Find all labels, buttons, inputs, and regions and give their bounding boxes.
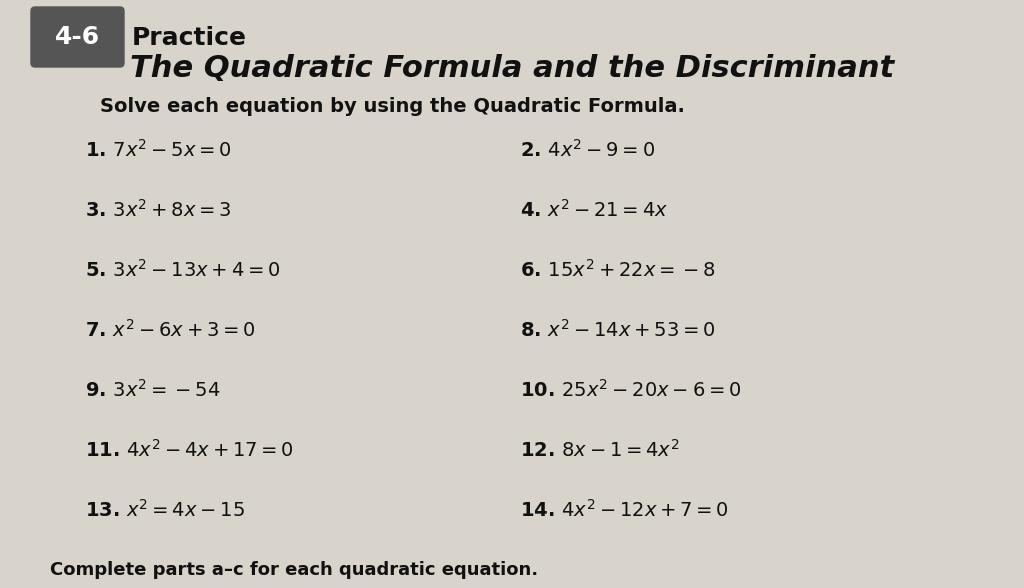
Text: Practice: Practice	[132, 26, 247, 50]
Text: 4. $x^2 - 21 = 4x$: 4. $x^2 - 21 = 4x$	[520, 199, 669, 221]
Text: 14. $4x^2 - 12x + 7 = 0$: 14. $4x^2 - 12x + 7 = 0$	[520, 499, 729, 521]
Text: 13. $x^2 = 4x - 15$: 13. $x^2 = 4x - 15$	[85, 499, 245, 521]
Text: 8. $x^2 - 14x + 53 = 0$: 8. $x^2 - 14x + 53 = 0$	[520, 319, 716, 341]
Text: 1. $7x^2 - 5x = 0$: 1. $7x^2 - 5x = 0$	[85, 139, 231, 161]
Text: 9. $3x^2 = -54$: 9. $3x^2 = -54$	[85, 379, 220, 401]
Text: 3. $3x^2 + 8x = 3$: 3. $3x^2 + 8x = 3$	[85, 199, 231, 221]
Text: 6. $15x^2 + 22x = -8$: 6. $15x^2 + 22x = -8$	[520, 259, 716, 281]
Text: 12. $8x - 1 = 4x^2$: 12. $8x - 1 = 4x^2$	[520, 439, 680, 461]
Text: Solve each equation by using the Quadratic Formula.: Solve each equation by using the Quadrat…	[100, 96, 685, 115]
Text: 11. $4x^2 - 4x + 17 = 0$: 11. $4x^2 - 4x + 17 = 0$	[85, 439, 294, 461]
Text: The Quadratic Formula and the Discriminant: The Quadratic Formula and the Discrimina…	[130, 54, 894, 82]
Text: 4-6: 4-6	[55, 25, 100, 49]
Text: 5. $3x^2 - 13x + 4 = 0$: 5. $3x^2 - 13x + 4 = 0$	[85, 259, 281, 281]
Text: 10. $25x^2 - 20x - 6 = 0$: 10. $25x^2 - 20x - 6 = 0$	[520, 379, 741, 401]
Text: 2. $4x^2 - 9 = 0$: 2. $4x^2 - 9 = 0$	[520, 139, 655, 161]
Text: 7. $x^2 - 6x + 3 = 0$: 7. $x^2 - 6x + 3 = 0$	[85, 319, 256, 341]
FancyBboxPatch shape	[31, 7, 124, 67]
Text: Complete parts a–c for each quadratic equation.: Complete parts a–c for each quadratic eq…	[50, 561, 539, 579]
